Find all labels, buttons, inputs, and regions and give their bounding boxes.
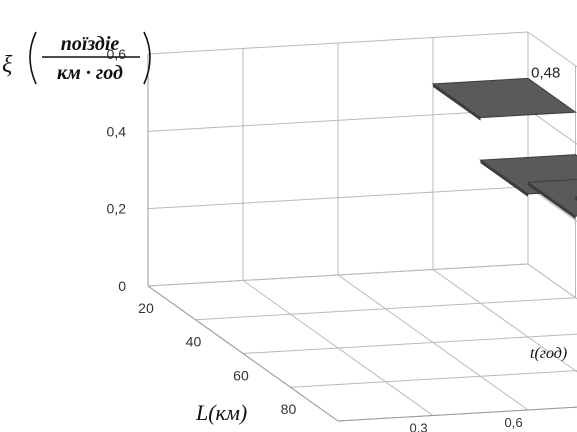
floor-grid-line	[290, 370, 577, 388]
y-axis-line	[337, 406, 577, 422]
z-axis-paren-right	[143, 31, 151, 85]
z-tick-label: 0,4	[107, 123, 127, 139]
z-axis-paren-left	[29, 31, 37, 85]
data-label: 0,48	[531, 64, 560, 81]
x-tick-label: 60	[233, 367, 249, 383]
z-axis-numerator: поїздіе	[61, 33, 120, 55]
x-axis-title: L(км)	[195, 400, 247, 425]
back-wall-grid-line	[527, 186, 577, 223]
data-plate-edge	[480, 160, 528, 197]
y-axis-title: t(год)	[530, 345, 567, 362]
z-tick-label: 0	[118, 278, 126, 294]
data-plate	[431, 77, 577, 119]
z-tick-label: 0,2	[107, 201, 127, 217]
floor-grid-line	[337, 406, 577, 422]
t-tick-label: 0,3	[410, 420, 428, 432]
data-plate-edge	[433, 83, 481, 121]
data-plates	[431, 77, 577, 220]
z-axis-symbol: ξ	[2, 52, 13, 78]
t-tick-label: 0,6	[505, 415, 523, 430]
x-tick-label: 20	[138, 300, 154, 316]
y-axis-ticks: 0,30,60,91,2	[410, 415, 523, 432]
data-plate	[526, 178, 577, 217]
x-tick-label: 80	[281, 401, 297, 417]
x-axis-ticks: 20 40 60 80	[138, 300, 296, 417]
floor-grid-line	[242, 333, 577, 354]
x-tick-label: 40	[186, 334, 202, 350]
x-axis-line	[147, 285, 339, 422]
z-tick-label: 0,6	[107, 46, 127, 62]
floor-grid-line	[242, 280, 434, 416]
back-wall-grid-line	[527, 263, 577, 300]
back-wall-grid-line	[527, 108, 577, 145]
back-wall-grid-line	[527, 31, 577, 68]
z-axis-ticks: 0 0,2 0,4 0,6	[107, 46, 127, 294]
floor-grid-line	[337, 274, 529, 411]
floor-grid-line	[432, 269, 577, 373]
z-axis-title: ξ поїздіе км · год	[2, 31, 151, 85]
z-axis-denominator: км · год	[57, 62, 123, 84]
data-plate-edge	[528, 182, 576, 220]
grid-lines	[147, 31, 577, 422]
data-labels: 0,480,370,40,45	[531, 64, 560, 81]
floor-grid-line	[527, 263, 577, 300]
